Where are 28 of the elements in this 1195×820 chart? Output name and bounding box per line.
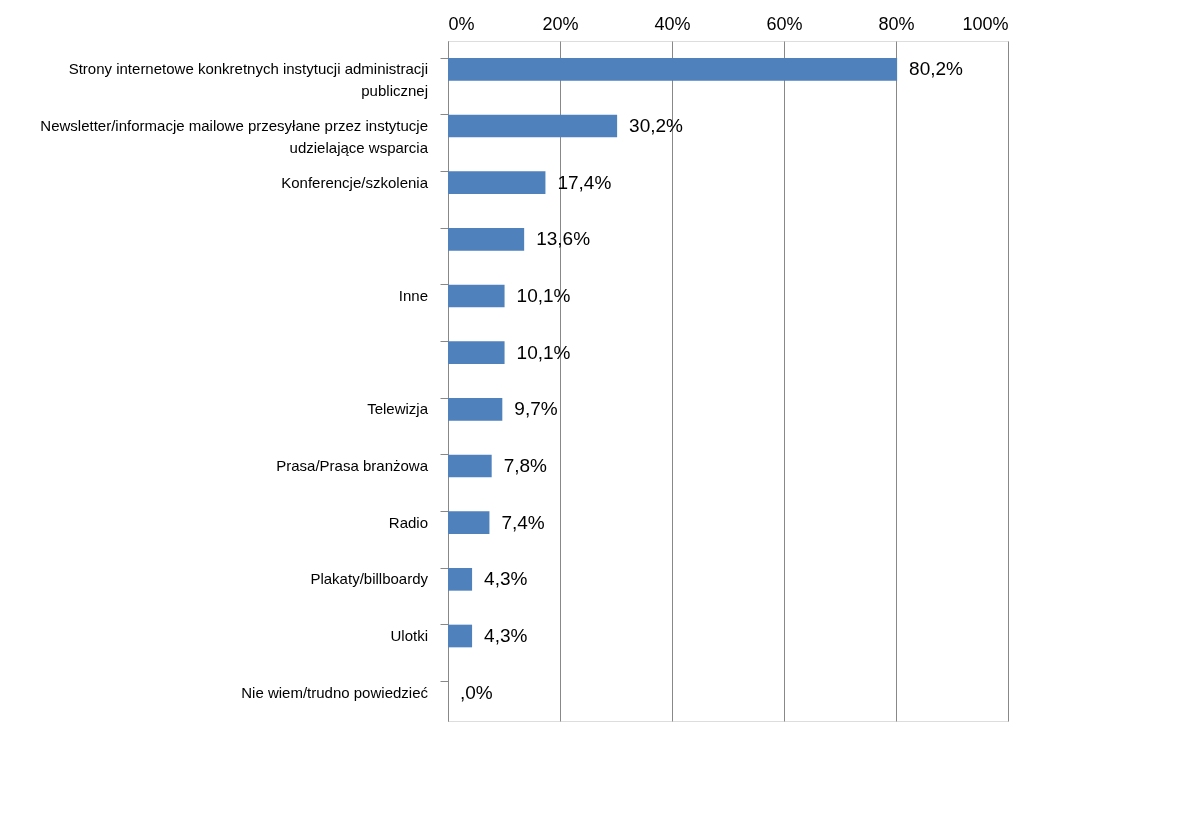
data-label: 80,2%	[909, 58, 964, 80]
y-tick-label: Newsletter/informacje mailowe przesyłane przez instytucje udzielające wsparcia	[40, 117, 429, 156]
y-tick-label: Telewizja	[367, 400, 429, 418]
data-label: ,0%	[460, 681, 493, 703]
y-tick-label: Plakaty/billboardy	[310, 570, 429, 588]
data-label: 10,1%	[516, 341, 571, 363]
y-tick-label: Ulotki	[390, 627, 428, 644]
y-tick-label: Nie wiem/trudno powiedzieć	[241, 683, 429, 701]
data-label: 7,8%	[503, 455, 548, 476]
data-label: 13,6%	[536, 228, 591, 250]
data-label: 9,7%	[514, 398, 558, 420]
x-tick-label: 40%	[654, 13, 691, 34]
x-tick-label: 60%	[766, 13, 803, 34]
data-label: 7,4%	[501, 511, 545, 533]
data-label: 30,2%	[629, 115, 684, 136]
x-tick-label: 0%	[448, 13, 475, 34]
data-label: 4,3%	[484, 568, 528, 590]
y-tick-label: Radio	[388, 513, 428, 531]
y-tick-label: Prasa/Prasa branżowa	[276, 457, 429, 474]
y-tick-label: Strony internetowe konkretnych instytucji administracji publicznej	[68, 60, 428, 100]
y-tick-label: Konferencje/szkolenia	[281, 173, 429, 191]
x-tick-label: 100%	[962, 13, 1009, 34]
x-tick-label: 20%	[542, 13, 579, 34]
y-tick-label: Inne	[398, 287, 428, 304]
data-label: 4,3%	[484, 625, 528, 646]
data-label: 10,1%	[516, 285, 571, 306]
x-tick-label: 80%	[878, 13, 915, 34]
data-label: 17,4%	[557, 171, 612, 193]
